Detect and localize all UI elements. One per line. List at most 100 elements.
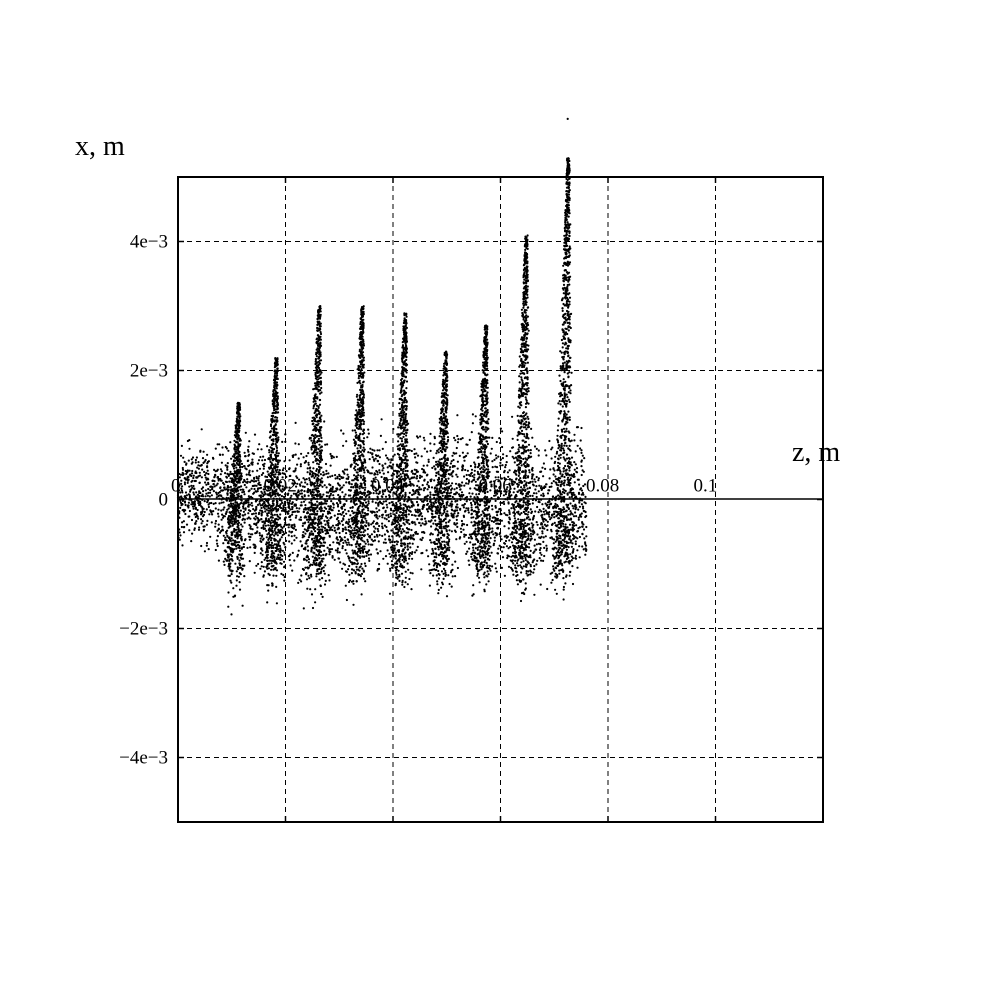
data-point [272, 427, 275, 430]
data-point [408, 480, 412, 483]
data-point [508, 469, 511, 472]
data-point [301, 524, 304, 528]
data-point [448, 546, 451, 549]
data-point [180, 479, 183, 482]
data-point [232, 465, 235, 468]
data-point [264, 524, 267, 527]
data-point [466, 523, 469, 527]
data-point [332, 506, 335, 509]
data-point [270, 511, 273, 514]
data-point [212, 490, 215, 493]
data-point [264, 510, 267, 513]
data-point [330, 548, 334, 551]
data-point [239, 439, 242, 442]
data-point [582, 484, 585, 488]
data-point [534, 510, 537, 513]
data-point [259, 537, 262, 540]
data-point [337, 557, 340, 560]
data-point [223, 506, 226, 509]
data-point [512, 522, 515, 525]
data-point [414, 472, 417, 475]
data-point [266, 567, 269, 570]
data-point [283, 579, 286, 582]
data-point [245, 468, 248, 471]
data-point [223, 486, 226, 489]
data-point [552, 480, 555, 483]
data-point [183, 460, 186, 463]
data-point [255, 484, 258, 487]
data-point [222, 514, 225, 518]
data-point [329, 475, 332, 478]
data-point [237, 546, 240, 549]
data-point [378, 500, 381, 503]
data-point [361, 539, 364, 542]
data-point [240, 496, 243, 499]
data-point [542, 536, 545, 539]
data-point [319, 510, 322, 513]
data-point [581, 454, 584, 457]
data-point [287, 502, 290, 505]
data-point [581, 545, 584, 548]
data-point [371, 456, 374, 459]
data-point [204, 476, 207, 479]
data-point [466, 452, 469, 455]
data-point [323, 527, 327, 530]
data-point [537, 454, 540, 457]
data-point [381, 447, 384, 450]
data-point [200, 518, 203, 521]
data-point [573, 468, 576, 471]
data-point [377, 459, 380, 463]
data-point [336, 477, 339, 480]
data-point [228, 559, 231, 563]
data-point [554, 540, 557, 543]
data-point [391, 472, 395, 475]
data-point [389, 507, 392, 510]
data-point [500, 492, 503, 495]
data-point [180, 489, 184, 492]
data-point [297, 443, 300, 446]
data-point [212, 510, 215, 513]
data-point [508, 478, 511, 481]
data-point [492, 542, 496, 545]
data-point [331, 555, 334, 558]
data-point [288, 540, 291, 543]
data-point [283, 500, 287, 503]
data-point [201, 520, 204, 523]
data-point [258, 500, 261, 503]
data-point [389, 461, 392, 464]
data-point [542, 462, 546, 465]
data-point [327, 505, 330, 508]
data-point [467, 482, 470, 485]
data-point [271, 433, 274, 436]
data-point [383, 517, 386, 520]
data-point [224, 536, 227, 539]
data-point [236, 406, 239, 409]
data-point [268, 527, 271, 530]
data-point [494, 476, 497, 479]
data-point [266, 514, 269, 517]
data-point [453, 509, 456, 513]
data-point [546, 587, 549, 591]
data-point [571, 493, 574, 497]
data-point [266, 559, 269, 563]
data-point [407, 495, 410, 499]
data-point [280, 509, 284, 512]
data-point [529, 452, 532, 455]
data-point [360, 514, 363, 517]
data-point [239, 509, 242, 512]
data-point [417, 491, 420, 494]
data-point [225, 510, 228, 513]
data-point [264, 556, 267, 560]
data-point [551, 446, 554, 449]
data-point [248, 469, 251, 472]
data-point [555, 478, 558, 481]
data-point [541, 530, 544, 533]
data-point [265, 565, 269, 568]
data-point [513, 512, 517, 516]
data-point [230, 518, 233, 521]
data-point [384, 541, 387, 544]
data-point [531, 473, 534, 477]
data-point [377, 567, 381, 571]
data-point [574, 557, 578, 560]
data-point [249, 474, 252, 477]
